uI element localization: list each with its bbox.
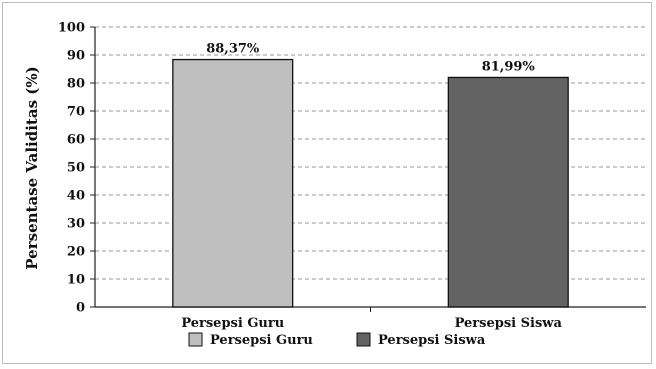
y-tick-label: 80	[67, 77, 85, 92]
bar-chart: 0 10 20 30 40 50 60 70 80 90 100 88,37% Persepsi Gur…	[23, 21, 646, 348]
y-tick-label: 0	[76, 301, 85, 316]
legend-swatch	[356, 332, 371, 347]
bars	[172, 58, 569, 308]
y-tick-label: 20	[67, 245, 85, 260]
y-tick-label: 90	[67, 49, 85, 64]
data-label: 88,37%	[206, 42, 260, 57]
x-category-label: Persepsi Guru	[181, 316, 284, 331]
y-tick-label: 30	[67, 217, 85, 232]
y-tick-label: 40	[67, 189, 85, 204]
y-axis-title: Persentase Validitas (%)	[23, 66, 41, 269]
data-label: 81,99%	[482, 59, 536, 74]
chart-frame: 0 10 20 30 40 50 60 70 80 90 100 88,37% Persepsi Gur…	[2, 2, 652, 364]
y-tick-label: 60	[67, 133, 85, 148]
bar-persepsi-siswa	[447, 76, 569, 308]
legend: Persepsi Guru Persepsi Siswa	[188, 332, 486, 348]
y-tick-label: 50	[67, 161, 85, 176]
legend-swatch	[188, 332, 203, 347]
legend-label: Persepsi Siswa	[378, 333, 486, 348]
legend-label: Persepsi Guru	[210, 333, 313, 348]
y-tick-label: 10	[67, 273, 85, 288]
x-category-label: Persepsi Siswa	[455, 316, 563, 331]
y-tick-label: 100	[58, 21, 85, 36]
labels: 0 10 20 30 40 50 60 70 80 90 100 88,37% Persepsi Gur…	[58, 21, 563, 332]
y-tick-label: 70	[67, 105, 85, 120]
bar-persepsi-guru	[172, 58, 294, 308]
